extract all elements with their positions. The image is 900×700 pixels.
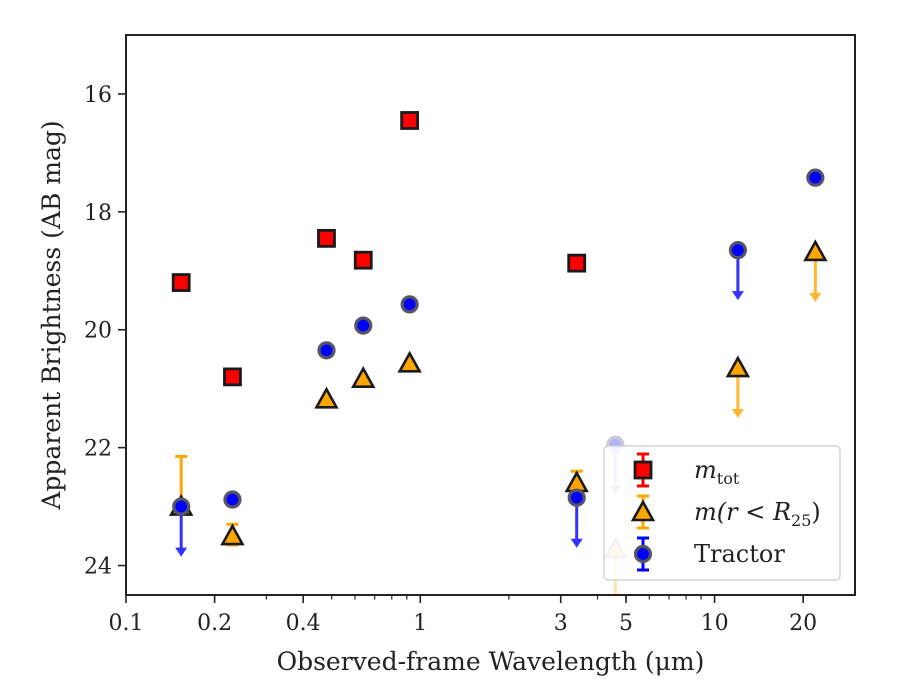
x-tick-label: 20: [789, 611, 817, 636]
legend-box: [603, 445, 841, 581]
x-tick-label: 1: [413, 611, 427, 636]
marker-square: [317, 228, 336, 248]
legend-label-end: ): [811, 498, 820, 526]
x-axis-title: Observed-frame Wavelength (μm): [277, 647, 705, 676]
y-tick-label: 24: [84, 555, 112, 580]
series-m-tot: [171, 111, 587, 387]
legend-label-main: m(r < R: [694, 498, 791, 526]
data-point-m-r-r25: [397, 350, 422, 373]
limit-arrow-head: [731, 291, 744, 301]
data-point-m-tot: [223, 367, 242, 387]
legend: mtot m(r < R25) Tractor: [603, 445, 841, 581]
marker-square: [400, 111, 420, 130]
marker-circle: [400, 295, 419, 314]
legend-label-sub: tot: [717, 469, 740, 488]
data-point-tractor: [806, 168, 825, 187]
marker-circle: [728, 241, 747, 260]
data-point-tractor: [567, 488, 586, 548]
data-point-m-tot: [567, 253, 587, 273]
marker-triangle: [564, 470, 589, 493]
data-point-m-tot: [317, 228, 336, 248]
marker-triangle: [725, 355, 751, 378]
y-axis-title: Apparent Brightness (AB mag): [37, 120, 66, 510]
marker-square: [353, 250, 373, 270]
data-point-m-tot: [171, 273, 191, 292]
x-tick-label: 0.4: [286, 611, 321, 636]
data-point-tractor: [172, 497, 191, 557]
marker-triangle: [397, 350, 422, 373]
marker-triangle: [351, 365, 376, 388]
y-tick-label: 16: [84, 83, 112, 108]
x-tick-label: 10: [701, 611, 729, 636]
legend-entry-tractor: Tractor: [633, 536, 785, 572]
x-tick-label: 0.1: [109, 611, 144, 636]
data-point-m-r-r25: [220, 522, 245, 547]
marker-triangle: [314, 386, 339, 409]
data-point-m-r-r25: [803, 239, 828, 302]
data-point-m-r-r25: [314, 386, 339, 409]
y-tick-label: 22: [84, 437, 112, 462]
data-point-m-tot: [353, 250, 373, 270]
data-point-tractor: [400, 295, 419, 314]
marker-square: [223, 367, 242, 387]
legend-label: m(r < R25): [694, 498, 821, 530]
x-axis-ticks: 0.1 0.2 0.4 1 3 5 10 20: [109, 595, 817, 636]
data-point-m-r-r25: [725, 355, 751, 419]
limit-arrow-head: [731, 409, 744, 419]
legend-marker-square: [633, 460, 653, 480]
data-point-tractor: [354, 316, 373, 335]
legend-label: Tractor: [694, 540, 785, 568]
data-point-m-tot: [400, 111, 420, 130]
legend-marker-circle: [633, 544, 653, 564]
marker-circle: [354, 316, 373, 335]
marker-triangle: [220, 523, 245, 546]
x-tick-label: 5: [619, 611, 633, 636]
legend-label-main: m: [694, 456, 717, 484]
y-axis-ticks: 16 18 20 22 24: [84, 83, 126, 580]
x-tick-label: 3: [554, 611, 568, 636]
data-point-tractor: [223, 490, 242, 509]
marker-triangle: [803, 239, 828, 262]
legend-label: mtot: [694, 456, 740, 488]
limit-arrow-head: [175, 547, 188, 557]
legend-label-sub: 25: [791, 511, 811, 530]
marker-square: [171, 273, 191, 292]
marker-square: [567, 253, 587, 273]
limit-arrow-head: [570, 538, 583, 548]
marker-circle: [317, 341, 336, 360]
legend-marker-triangle: [630, 499, 656, 522]
marker-circle: [172, 497, 191, 516]
legend-entry-m-tot: mtot: [633, 452, 740, 488]
data-point-tractor: [728, 241, 747, 301]
plot-frame: [125, 34, 856, 596]
marker-circle: [567, 488, 586, 507]
legend-entry-m-r-r25: m(r < R25): [630, 494, 821, 530]
marker-circle: [806, 168, 825, 187]
y-tick-label: 18: [84, 201, 112, 226]
marker-circle: [223, 490, 242, 509]
y-tick-label: 20: [84, 319, 112, 344]
limit-arrow-head: [809, 292, 822, 302]
x-tick-label: 0.2: [197, 611, 232, 636]
data-point-tractor: [317, 341, 336, 360]
data-point-m-r-r25: [351, 365, 376, 388]
